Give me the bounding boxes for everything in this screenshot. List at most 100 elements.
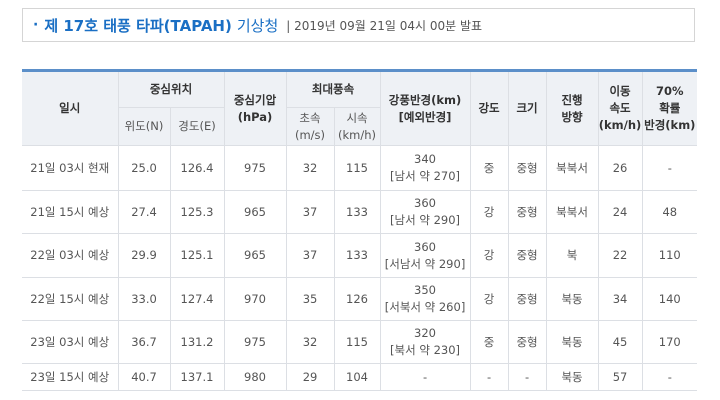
header-cell: 크기 xyxy=(507,69,547,146)
cell-line: 일시 xyxy=(59,101,81,115)
cell-line: 강도 xyxy=(478,101,500,115)
cell-line: 확률 xyxy=(659,101,681,115)
data-cell: 320 [북서 약 230] xyxy=(379,320,471,364)
bullet: · xyxy=(33,17,39,33)
header-cell: 경도(E) xyxy=(169,107,225,146)
header-cell: 최대풍속 xyxy=(285,69,381,108)
cell-line: (km/h) xyxy=(598,118,642,132)
header-cell: 일시 xyxy=(22,69,119,146)
cell-line: [남서 약 270] xyxy=(390,169,461,183)
cell-line: 초속 xyxy=(299,110,321,125)
data-cell: 133 xyxy=(333,233,381,278)
data-cell: 360 [서남서 약 290] xyxy=(379,233,471,278)
data-cell: 22 xyxy=(597,233,643,278)
data-cell: - xyxy=(507,363,547,391)
cell-line: 진행 xyxy=(561,92,583,107)
data-cell: 강 xyxy=(469,233,509,278)
issued: | 2019년 09월 21일 04시 00분 발표 xyxy=(286,18,483,33)
data-cell: 37 xyxy=(285,190,335,234)
data-cell: 북북서 xyxy=(545,190,599,234)
data-cell: 48 xyxy=(641,190,698,234)
cell-line: [예외반경] xyxy=(398,109,452,124)
cell-line: 이동 xyxy=(609,84,631,98)
header-cell: 강풍반경(km) [예외반경] xyxy=(379,69,471,146)
data-cell: 360 [남서 약 290] xyxy=(379,190,471,234)
title: 제 17호 태풍 타파(TAPAH) xyxy=(44,16,232,35)
data-cell: 중형 xyxy=(507,233,547,278)
data-cell: - xyxy=(641,145,698,191)
data-cell: 57 xyxy=(597,363,643,391)
cell-line: 위도(N) xyxy=(124,119,164,133)
data-cell: 975 xyxy=(223,320,287,364)
data-cell: 127.4 xyxy=(169,277,225,321)
data-cell: 34 xyxy=(597,277,643,321)
cell-line: 방향 xyxy=(561,109,583,124)
agency: 기상청 xyxy=(236,16,279,35)
data-row: 22일 03시 예상 29.9 125.1 965 37 133 360 [서남서 약 290… xyxy=(22,233,698,278)
data-cell: 북 xyxy=(545,233,599,278)
header-row: 일시 중심위치 중심기압 (hPa) 최대풍속 강풍반경(km) [예외반경] 강도 크기 진행 방… xyxy=(22,69,698,146)
header-cell: 중심기압 (hPa) xyxy=(223,69,287,146)
data-cell: 중 xyxy=(469,145,509,191)
data-cell: 23일 15시 예상 xyxy=(22,363,119,391)
cell-line: 중심위치 xyxy=(149,82,193,96)
cell-line: 강풍반경(km) xyxy=(388,92,462,107)
cell-line: 반경(km) xyxy=(644,118,696,132)
data-cell: 35 xyxy=(285,277,335,321)
data-cell: - xyxy=(379,363,471,391)
data-cell: 중형 xyxy=(507,320,547,364)
cell-line: 360 xyxy=(414,196,436,210)
data-cell: 21일 03시 현재 xyxy=(22,145,119,191)
header-cell: 중심위치 xyxy=(117,69,225,108)
data-cell: 33.0 xyxy=(117,277,171,321)
header-cell: 시속 (km/h) xyxy=(333,107,381,146)
cell-line: 경도(E) xyxy=(178,119,216,133)
data-cell: 126.4 xyxy=(169,145,225,191)
data-cell: 970 xyxy=(223,277,287,321)
cell-line: 속도 xyxy=(609,101,631,115)
cell-line: (hPa) xyxy=(237,109,273,124)
data-cell: 110 xyxy=(641,233,698,278)
cell-line: [북서 약 230] xyxy=(390,343,461,357)
cell-line: 360 xyxy=(414,239,436,254)
data-cell: 350 [서북서 약 260] xyxy=(379,277,471,321)
data-cell: 32 xyxy=(285,320,335,364)
data-cell: 22일 15시 예상 xyxy=(22,277,119,321)
header-cell: 위도(N) xyxy=(118,107,171,146)
data-row: 23일 15시 예상 40.7 137.1 980 29 104- - - 북동 57- xyxy=(22,363,698,391)
data-cell: 25.0 xyxy=(117,145,171,191)
data-cell: 29 xyxy=(285,363,335,391)
data-cell: 104 xyxy=(333,363,381,391)
data-row: 21일 15시 예상 27.4 125.3 965 37 133 360 [남서 약 290]… xyxy=(22,190,698,234)
header-cell: 강도 xyxy=(469,69,509,146)
cell-line: (m/s) xyxy=(294,127,326,142)
data-cell: 27.4 xyxy=(117,190,171,234)
data-cell: 965 xyxy=(223,233,287,278)
cell-line: 시속 xyxy=(346,110,368,125)
data-cell: 북동 xyxy=(545,320,599,364)
data-row: 21일 03시 현재 25.0 126.4 975 32 115 340 [남서 약 270]… xyxy=(22,145,698,191)
data-cell: 126 xyxy=(333,277,381,321)
data-cell: 37 xyxy=(285,233,335,278)
cell-line: (km/h) xyxy=(338,127,377,142)
data-cell: - xyxy=(469,363,509,391)
cell-line: 320 xyxy=(414,326,436,340)
data-cell: 강 xyxy=(469,277,509,321)
data-row: 22일 15시 예상 33.0 127.4 970 35 126 350 [서북서 약 260… xyxy=(22,277,698,321)
data-cell: 975 xyxy=(223,145,287,191)
cell-line: 최대풍속 xyxy=(311,82,355,96)
data-cell: 36.7 xyxy=(117,320,171,364)
data-cell: 23일 03시 예상 xyxy=(22,320,119,364)
data-cell: 북북서 xyxy=(545,145,599,191)
cell-line: 70% xyxy=(656,84,684,98)
data-cell: 133 xyxy=(333,190,381,234)
data-cell: 115 xyxy=(333,320,381,364)
data-cell: 170 xyxy=(641,320,698,364)
cell-line: [서남서 약 290] xyxy=(384,256,466,271)
data-cell: 40.7 xyxy=(117,363,171,391)
data-cell: 26 xyxy=(597,145,643,191)
data-cell: 북동 xyxy=(545,277,599,321)
